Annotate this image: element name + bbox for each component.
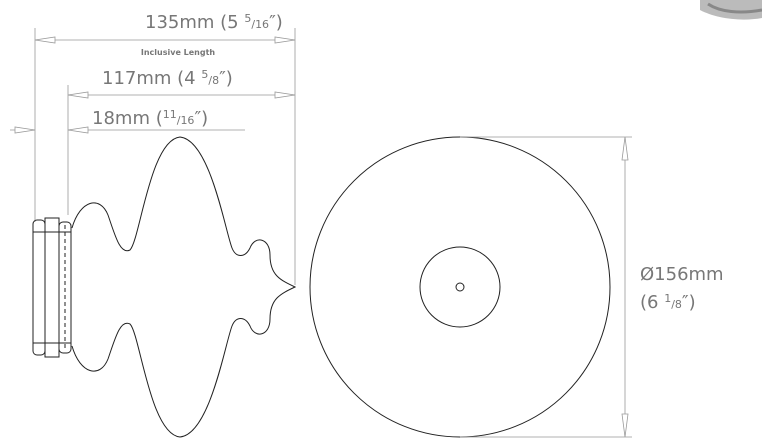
finial-profile: [71, 136, 297, 438]
hub: [419, 246, 501, 328]
note: Inclusive Length: [141, 48, 216, 57]
base-length: 18mm (11/16″): [92, 108, 208, 130]
shaft-length: 117mm (4 5/8″): [102, 68, 233, 90]
arrow: [274, 91, 296, 99]
arrow: [34, 36, 56, 44]
base-ring: [32, 219, 46, 356]
arrow: [621, 413, 629, 438]
disc: [309, 136, 611, 438]
arrow: [14, 126, 36, 134]
overall-length: 135mm (5 5/16″): [145, 12, 283, 34]
diameter-inch: (6 1/8″): [640, 292, 696, 314]
corner-object: [700, 0, 762, 20]
corner-object-detail: [707, 2, 762, 14]
arrow: [621, 136, 629, 161]
diameter: Ø156mm: [640, 264, 724, 285]
arrow: [67, 126, 89, 134]
hole: [455, 282, 465, 292]
arrow: [67, 91, 89, 99]
base-ring: [58, 221, 72, 354]
base-ring: [44, 217, 60, 358]
arrow: [274, 36, 296, 44]
